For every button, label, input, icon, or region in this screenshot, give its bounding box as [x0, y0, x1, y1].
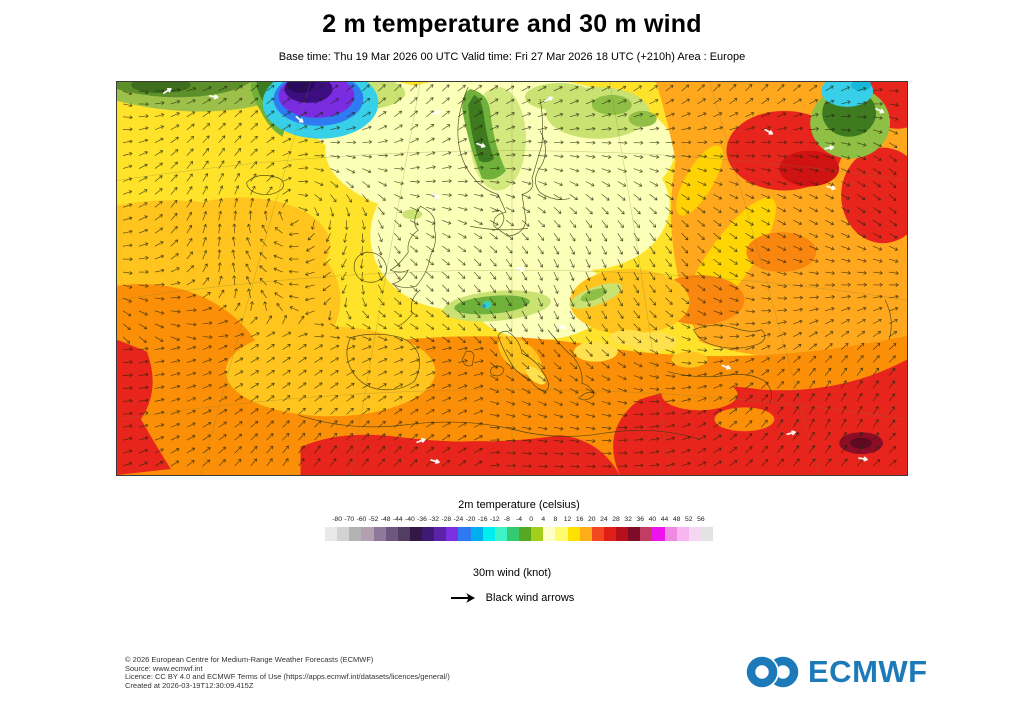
- colorbar-cell: [349, 527, 362, 541]
- colorbar-cell: [482, 527, 495, 541]
- colorbar-tick: 44: [660, 516, 669, 523]
- colorbar-tick: 24: [600, 516, 608, 523]
- colorbar-swatches: [325, 527, 713, 541]
- footer-created: Created at 2026-03-19T12:30:09.415Z: [125, 680, 254, 690]
- colorbar-cell: [579, 527, 592, 541]
- colorbar-tick: -24: [453, 516, 464, 523]
- colorbar-tick: 0: [529, 516, 534, 523]
- colorbar-tick: -20: [465, 516, 476, 523]
- colorbar-cell: [700, 527, 713, 541]
- colorbar-tick: 36: [636, 516, 645, 523]
- ecmwf-logo-icon: [746, 655, 799, 689]
- colorbar-tick: -44: [392, 516, 403, 523]
- colorbar-cell: [519, 527, 532, 541]
- colorbar-cell: [397, 527, 410, 541]
- colorbar-tick: 20: [587, 516, 596, 523]
- colorbar-cell: [676, 527, 689, 541]
- footer-source: Source: www.ecmwf.int: [125, 663, 203, 673]
- colorbar-tick: -8: [503, 516, 510, 523]
- colorbar-cell: [434, 527, 447, 541]
- colorbar-cell: [664, 527, 677, 541]
- colorbar-cell: [458, 527, 471, 541]
- colorbar-cell: [628, 527, 641, 541]
- colorbar-cell: [373, 527, 386, 541]
- colorbar-cell: [652, 527, 665, 541]
- footer-credits: © 2026 European Centre for Medium-Range …: [125, 655, 450, 690]
- weather-map-canvas: [117, 82, 907, 475]
- coastlines: [246, 86, 892, 440]
- colorbar-cell: [688, 527, 701, 541]
- colorbar-tick: 12: [563, 516, 572, 523]
- colorbar-tick: 4: [541, 516, 546, 523]
- wind-legend-row: Black wind arrows: [0, 592, 1024, 604]
- ecmwf-logo: ECMWF: [746, 655, 928, 689]
- colorbar-cell: [616, 527, 629, 541]
- colorbar-cell: [422, 527, 435, 541]
- colorbar-cell: [567, 527, 580, 541]
- colorbar-cell: [385, 527, 398, 541]
- colorbar-cell: [446, 527, 459, 541]
- colorbar-tick: 48: [672, 516, 681, 523]
- colorbar-tick: -80: [332, 516, 343, 523]
- colorbar-tick: -36: [417, 516, 427, 523]
- temperature-colorbar: -80 -70 -60 -52 -48 -44 -40 -36 -32 -28 -24 -20 -16-…: [325, 515, 713, 541]
- colorbar-tick-labels: -80 -70 -60 -52 -48 -44 -40 -36 -32 -28 -24 -20 -16-…: [325, 515, 713, 526]
- colorbar-tick: 56: [697, 516, 705, 523]
- colorbar-tick: 40: [648, 516, 657, 523]
- colorbar-tick: 32: [624, 516, 632, 523]
- colorbar-tick: 52: [684, 516, 693, 523]
- colorbar-tick: 16: [575, 516, 584, 523]
- colorbar-cell: [603, 527, 616, 541]
- colorbar-tick: -52: [368, 516, 379, 523]
- colorbar-tick: -70: [344, 516, 355, 523]
- wind-legend-label: Black wind arrows: [485, 592, 575, 604]
- colorbar-tick: 28: [612, 516, 620, 523]
- colorbar-tick: -32: [429, 516, 440, 523]
- colorbar-cell: [555, 527, 568, 541]
- colorbar-tick: -60: [356, 516, 367, 523]
- colorbar-cell: [531, 527, 544, 541]
- colorbar-cell: [470, 527, 483, 541]
- colorbar-cell: [494, 527, 507, 541]
- weather-map: [116, 81, 908, 476]
- colorbar-cell: [591, 527, 604, 541]
- colorbar-tick: 8: [553, 516, 558, 523]
- footer-copyright: © 2026 European Centre for Medium-Range …: [125, 655, 374, 664]
- colorbar-tick: -28: [441, 516, 452, 523]
- wind-arrows-layer: [122, 83, 899, 469]
- colorbar-tick: -48: [380, 516, 391, 523]
- colorbar-tick: -12: [489, 516, 500, 523]
- colorbar-cell: [361, 527, 374, 541]
- ecmwf-logo-text: ECMWF: [808, 654, 928, 689]
- colorbar-cell: [640, 527, 653, 541]
- page-title: 2 m temperature and 30 m wind: [322, 10, 702, 38]
- colorbar-cell: [506, 527, 519, 541]
- colorbar-cell: [325, 527, 338, 541]
- white-wind-markers: [162, 87, 885, 464]
- colorbar-tick: -4: [515, 516, 523, 523]
- colorbar-cell: [337, 527, 350, 541]
- page-subtitle: Base time: Thu 19 Mar 2026 00 UTC Valid …: [278, 51, 746, 63]
- colorbar-tick: -40: [404, 516, 415, 523]
- footer-licence: Licence: CC BY 4.0 and ECMWF Terms of Us…: [125, 672, 450, 682]
- temperature-legend-title: 2m temperature (celsius): [458, 499, 580, 511]
- colorbar-cell: [543, 527, 556, 541]
- colorbar-cell: [409, 527, 422, 541]
- colorbar-tick: -16: [477, 516, 488, 523]
- black-wind-arrow-icon: [450, 593, 475, 603]
- wind-legend-title: 30m wind (knot): [472, 567, 552, 579]
